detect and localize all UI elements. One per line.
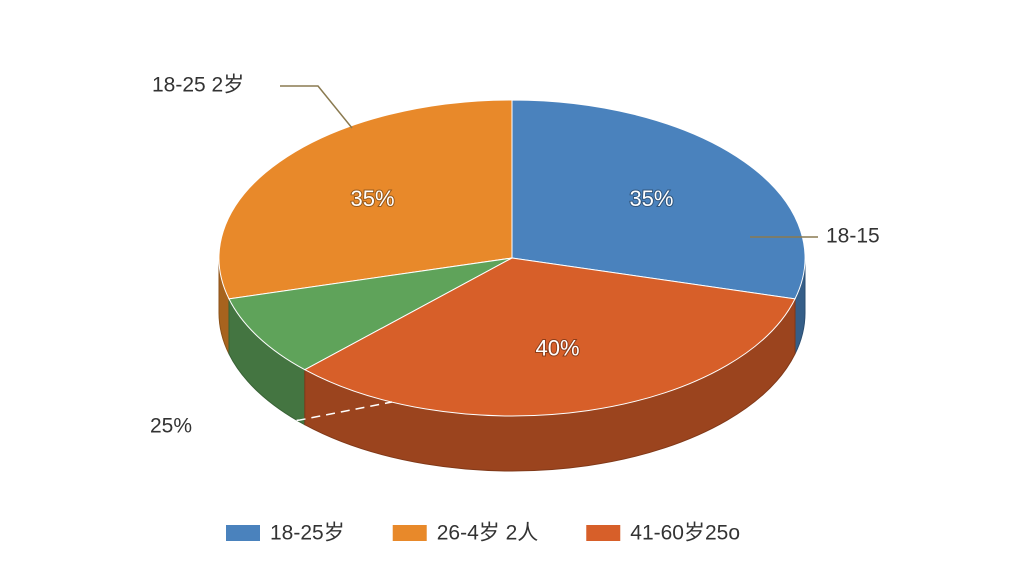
legend-label: 18-25岁 [270,522,345,545]
callout-line [280,85,353,129]
legend-swatch [226,525,260,541]
value-label: 40% [535,335,579,360]
slice [228,257,513,371]
legend-label: 41-60岁25o [630,522,740,545]
slice [218,99,513,300]
value-label: 35% [629,186,673,211]
slice [511,99,806,300]
callout-label: 25% [150,415,192,438]
callout-line [221,401,393,429]
callout-label: 18-15 [826,225,880,248]
slice [303,257,796,417]
legend-label: 26-4岁 2人 [437,522,539,545]
callout-label: 18-25 2岁 [152,74,244,97]
legend-swatch [586,525,621,541]
legend-swatch [392,525,427,541]
value-label: 35% [351,186,395,211]
